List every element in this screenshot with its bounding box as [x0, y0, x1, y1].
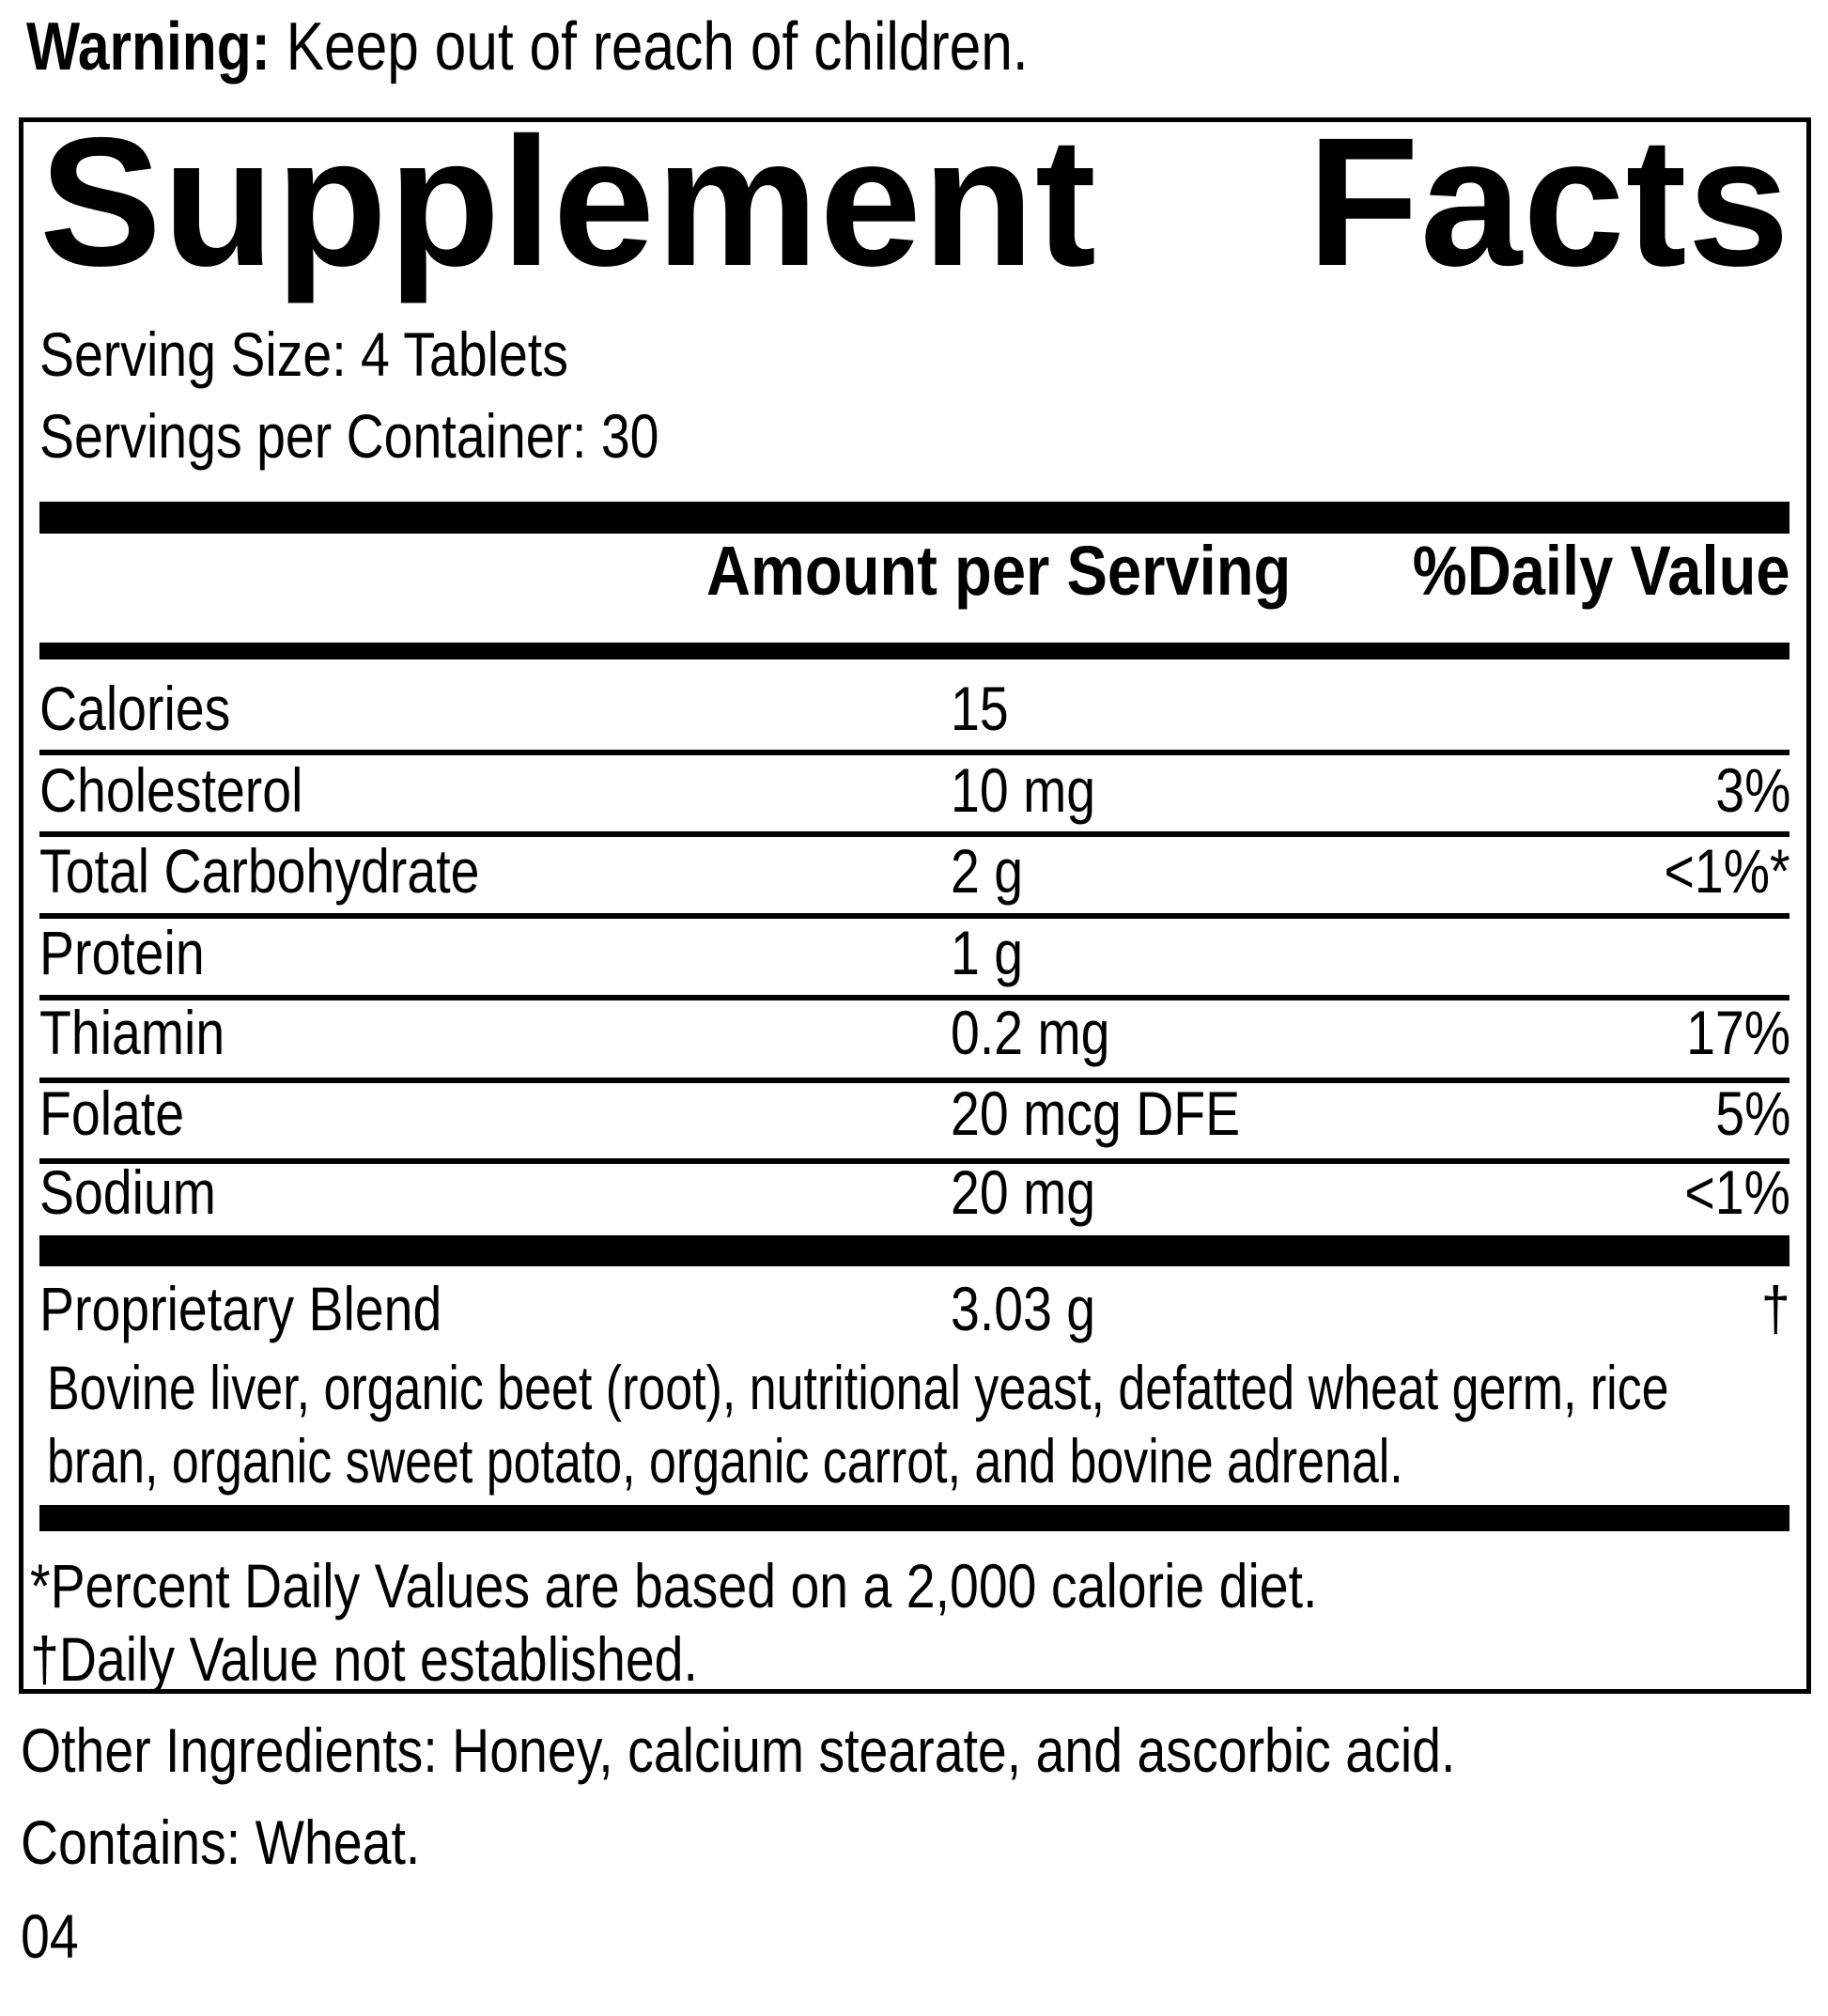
daily-value-column-header: %Daily Value: [1413, 532, 1790, 610]
row-divider: [39, 913, 1789, 919]
nutrient-daily-value: <1%: [1684, 1157, 1790, 1227]
warning-label: Warning:: [26, 9, 271, 85]
thick-divider-header: [39, 643, 1789, 659]
nutrient-name: Folate: [39, 1078, 185, 1148]
nutrient-daily-value: 3%: [1714, 755, 1790, 825]
warning-line: Warning: Keep out of reach of children.: [26, 13, 1219, 81]
nutrient-amount: 0.2 mg: [951, 998, 1110, 1067]
warning-text: Keep out of reach of children.: [270, 9, 1029, 85]
row-divider: [39, 831, 1789, 837]
row-divider: [39, 995, 1789, 1000]
label-code: 04: [21, 1901, 79, 1971]
nutrient-name: Sodium: [39, 1157, 216, 1227]
table-row-protein: Protein 1 g: [0, 922, 1828, 997]
table-row-sodium: Sodium 20 mg <1%: [0, 1161, 1828, 1236]
warning-text-wrap: Warning: Keep out of reach of children.: [26, 13, 1029, 81]
supplement-facts-box: [19, 117, 1811, 1694]
nutrient-amount: 15: [951, 674, 1009, 743]
amount-column-header: Amount per Serving: [706, 532, 1292, 610]
table-row-thiamin: Thiamin 0.2 mg 17%: [0, 1001, 1828, 1077]
nutrient-daily-value: <1%*: [1664, 836, 1790, 906]
title-word-supplement: Supplement: [39, 100, 1097, 304]
row-divider: [39, 750, 1789, 755]
serving-size-line: Serving Size: 4 Tablets: [39, 319, 568, 389]
nutrient-name: Proprietary Blend: [39, 1274, 442, 1343]
row-divider: [39, 1158, 1789, 1164]
nutrient-amount: 2 g: [951, 836, 1024, 906]
row-divider: [39, 1078, 1789, 1083]
nutrient-amount: 10 mg: [951, 755, 1096, 825]
contains-line: Contains: Wheat.: [21, 1807, 421, 1877]
table-row-proprietary-blend: Proprietary Blend 3.03 g †: [0, 1278, 1828, 1353]
footnote-percent-daily-values: *Percent Daily Values are based on a 2,0…: [30, 1551, 1318, 1621]
title-word-facts: Facts: [1307, 100, 1790, 304]
nutrient-amount: 20 mg: [951, 1157, 1096, 1227]
servings-per-container-line: Servings per Container: 30: [39, 401, 659, 471]
thick-divider-footnotes: [39, 1505, 1789, 1531]
column-header-row: Amount per Serving %Daily Value: [0, 536, 1828, 621]
table-row-total-carbohydrate: Total Carbohydrate 2 g <1%*: [0, 840, 1828, 915]
table-row-calories: Calories 15: [0, 677, 1828, 752]
thick-divider-blend: [39, 1235, 1789, 1266]
nutrient-name: Protein: [39, 918, 205, 987]
panel-title: Supplement Facts: [39, 111, 1790, 294]
other-ingredients-line: Other Ingredients: Honey, calcium steara…: [21, 1715, 1456, 1785]
footnote-daily-value-not-established: †Daily Value not established.: [30, 1624, 698, 1694]
nutrient-amount: 20 mcg DFE: [951, 1078, 1241, 1148]
nutrient-amount: 3.03 g: [951, 1274, 1096, 1343]
proprietary-blend-description: Bovine liver, organic beet (root), nutri…: [47, 1353, 1669, 1496]
nutrient-name: Calories: [39, 674, 231, 743]
nutrient-daily-value: 5%: [1714, 1078, 1790, 1148]
table-row-cholesterol: Cholesterol 10 mg 3%: [0, 759, 1828, 834]
nutrient-name: Total Carbohydrate: [39, 836, 480, 906]
table-row-folate: Folate 20 mcg DFE 5%: [0, 1082, 1828, 1157]
nutrient-amount: 1 g: [951, 918, 1024, 987]
thick-divider-top: [39, 502, 1789, 534]
nutrient-name: Thiamin: [39, 998, 225, 1067]
nutrient-daily-value-dagger: †: [1761, 1274, 1790, 1343]
nutrient-daily-value: 17%: [1686, 998, 1790, 1067]
nutrient-name: Cholesterol: [39, 755, 303, 825]
